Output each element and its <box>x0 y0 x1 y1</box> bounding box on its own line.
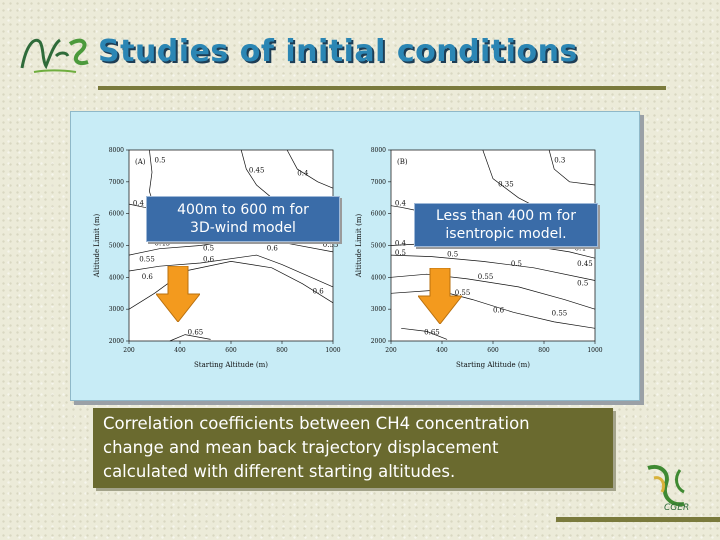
callout-a-line-2: 3D-wind model <box>190 220 296 236</box>
callout-b-line-2: isentropic model. <box>445 226 567 242</box>
callout-3d-wind: 400m to 600 m for 3D-wind model <box>146 196 340 242</box>
contour-line <box>401 327 448 340</box>
down-arrow-icon <box>418 268 462 324</box>
contour-label: 0.55 <box>552 310 568 318</box>
y-tick-label: 7000 <box>109 179 124 186</box>
contour-label: 0.5 <box>511 260 522 268</box>
contour-label: 0.65 <box>188 329 204 337</box>
contour-label: 0.35 <box>498 181 514 189</box>
y-tick-label: 4000 <box>109 274 124 281</box>
contour-label: 0.5 <box>577 279 588 287</box>
contour-label: 0.4 <box>297 169 309 177</box>
contour-label: 0.55 <box>455 289 471 297</box>
y-tick-label: 2000 <box>109 338 124 345</box>
contour-line <box>128 238 334 256</box>
contour-line <box>390 289 596 329</box>
cger-logo-text: CGER <box>664 503 689 512</box>
contour-label: 0.45 <box>577 260 593 268</box>
x-tick-label: 800 <box>538 347 550 354</box>
x-tick-label: 1000 <box>325 347 340 354</box>
contour-label: 0.5 <box>395 249 406 257</box>
x-tick-label: 400 <box>436 347 448 354</box>
y-tick-label: 3000 <box>109 306 124 313</box>
contour-label: 0.45 <box>249 166 265 174</box>
callout-b-line-1: Less than 400 m for <box>436 208 576 224</box>
contour-label: 0.4 <box>395 240 407 248</box>
y-tick-label: 6000 <box>371 211 386 218</box>
caption-line-1: Correlation coefficients between CH4 con… <box>103 414 530 433</box>
cger-logo: CGER <box>647 465 689 512</box>
y-tick-label: 5000 <box>371 243 386 250</box>
contour-label: 0.6 <box>493 306 505 314</box>
contour-line <box>548 149 596 186</box>
caption-line-2: change and mean back trajectory displace… <box>103 438 499 457</box>
figure-caption: Correlation coefficients between CH4 con… <box>93 408 613 488</box>
contour-line <box>128 261 334 310</box>
contour-label: 0.55 <box>323 241 339 249</box>
x-axis-label: Starting Altitude (m) <box>456 361 530 369</box>
contour-label: 0.5 <box>203 244 214 252</box>
x-tick-label: 600 <box>225 347 237 354</box>
contour-line <box>390 273 596 310</box>
bottom-rule <box>556 517 720 522</box>
x-tick-label: 200 <box>123 347 135 354</box>
nies-logo <box>20 38 89 73</box>
x-tick-label: 200 <box>385 347 397 354</box>
contour-line <box>286 149 334 189</box>
contour-label: 0.6 <box>203 255 215 263</box>
contour-label: 0.5 <box>447 251 458 259</box>
figure-panel: 200 400 600 800 1000 2000 3000 4000 5000 6000 7000… <box>70 111 640 401</box>
contour-plots: 200 400 600 800 1000 2000 3000 4000 5000 6000 7000… <box>93 147 603 369</box>
callout-a-line-1: 400m to 600 m for <box>177 202 309 218</box>
title-rule <box>98 86 666 90</box>
y-tick-label: 5000 <box>109 243 124 250</box>
slide-title: Studies of initial conditions <box>98 34 578 69</box>
y-tick-label: 7000 <box>371 179 386 186</box>
contour-label: 0.6 <box>313 287 325 295</box>
y-tick-label: 8000 <box>109 147 124 154</box>
contour-label: 0.5 <box>155 157 166 165</box>
y-axis-label: Altitude Limit (m) <box>93 214 101 279</box>
contour-label: 0.3 <box>554 157 565 165</box>
x-axis-label: Starting Altitude (m) <box>194 361 268 369</box>
y-tick-label: 8000 <box>371 147 386 154</box>
caption-line-3: calculated with different starting altit… <box>103 462 456 481</box>
contour-label: 0.45 <box>155 240 171 248</box>
contour-line <box>390 254 596 281</box>
contour-line <box>128 254 334 288</box>
contour-label: 0.4 <box>395 200 407 208</box>
x-tick-label: 1000 <box>587 347 602 354</box>
x-tick-label: 800 <box>276 347 288 354</box>
panel-label: (A) <box>135 158 146 166</box>
y-axis-label: Altitude Limit (m) <box>355 214 363 279</box>
contour-label: 0.55 <box>139 255 155 263</box>
panel-label: (B) <box>397 158 408 166</box>
contour-line <box>169 334 211 342</box>
y-tick-label: 4000 <box>371 274 386 281</box>
contour-label: 0.65 <box>424 329 440 337</box>
x-tick-label: 400 <box>174 347 186 354</box>
y-tick-label: 2000 <box>371 338 386 345</box>
contour-label: 0.6 <box>267 244 279 252</box>
contour-label: 0.55 <box>478 273 494 281</box>
down-arrow-icon <box>156 266 200 322</box>
contour-label: 0.4 <box>133 200 145 208</box>
contour-label: 0.4 <box>575 244 587 252</box>
contour-line <box>390 205 417 211</box>
contour-line <box>240 149 273 199</box>
callout-isentropic: Less than 400 m for isentropic model. <box>414 203 598 247</box>
y-tick-label: 3000 <box>371 306 386 313</box>
y-tick-label: 6000 <box>109 211 124 218</box>
x-tick-label: 600 <box>487 347 499 354</box>
contour-label: 0.6 <box>142 273 154 281</box>
